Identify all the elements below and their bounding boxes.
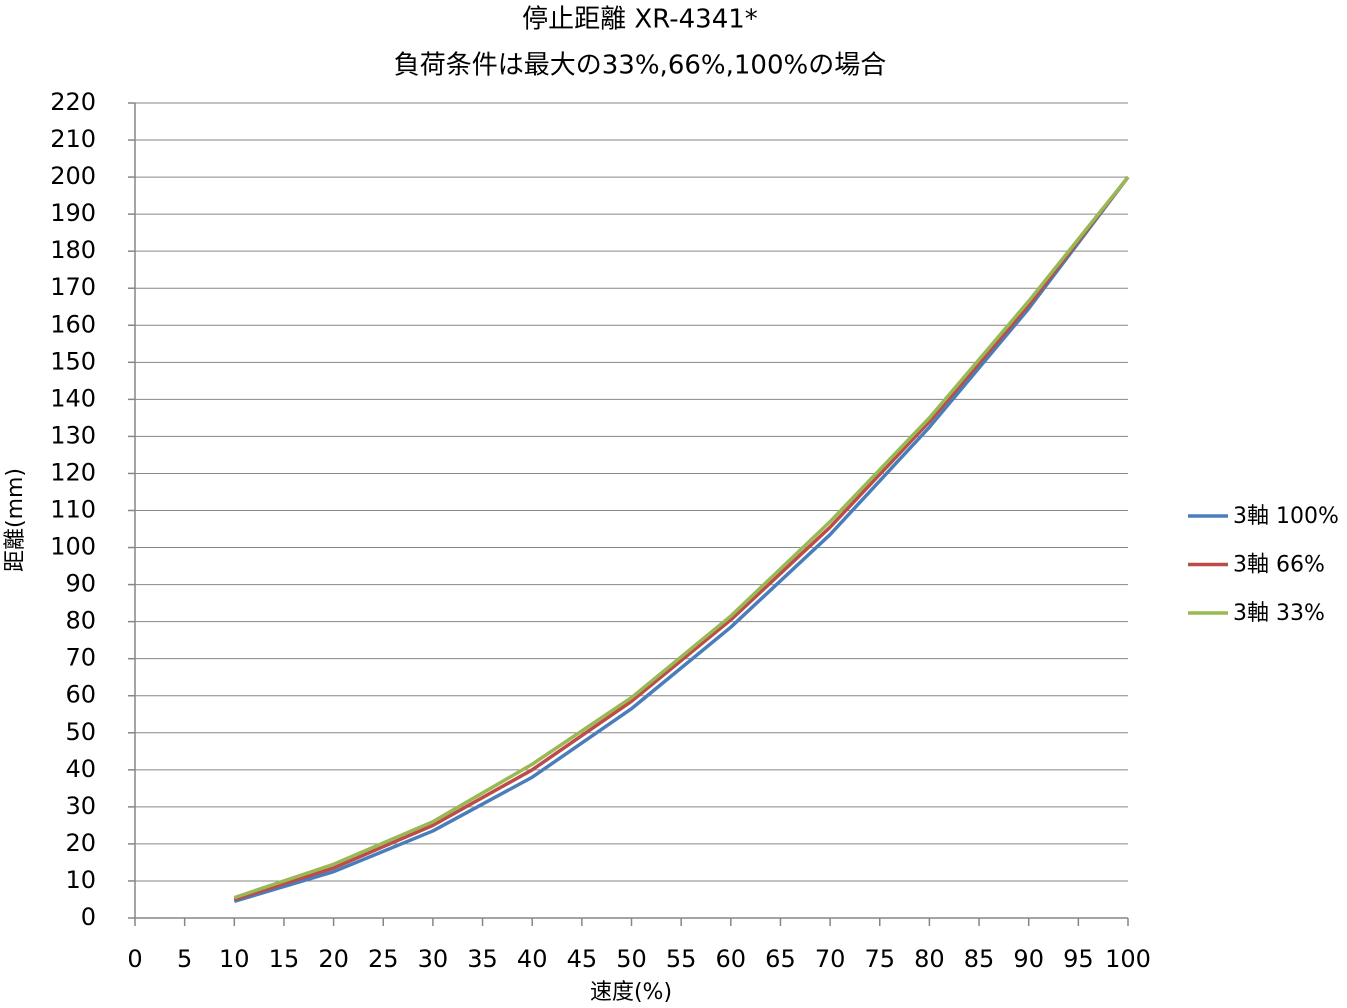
x-tick-label: 90 [1013,945,1044,973]
series-line [233,175,1130,900]
x-tick-label: 40 [517,945,548,973]
legend-label: 3軸 33% [1233,601,1325,626]
x-tick-label: 50 [616,945,647,973]
x-tick-label: 15 [269,945,300,973]
x-tick-label: 25 [368,945,399,973]
x-tick-label: 80 [914,945,945,973]
chart-title: 停止距離 XR-4341* [522,5,758,35]
legend-label: 3軸 66% [1233,553,1325,578]
y-tick-label: 0 [81,903,96,931]
y-tick-label: 130 [50,421,96,449]
x-tick-label: 75 [864,945,895,973]
series-line [233,176,1130,904]
y-tick-label: 140 [50,384,96,412]
legend-label: 3軸 100% [1233,504,1339,529]
x-tick-label: 45 [567,945,598,973]
x-tick-label: 30 [418,945,449,973]
x-tick-label: 35 [467,945,498,973]
y-tick-label: 190 [50,199,96,227]
y-tick-label: 160 [50,310,96,338]
y-tick-label: 220 [50,88,96,116]
x-tick-label: 95 [1063,945,1094,973]
y-tick-label: 80 [65,607,96,635]
x-tick-label: 10 [219,945,250,973]
x-tick-label: 55 [666,945,697,973]
y-tick-label: 100 [50,533,96,561]
x-tick-label: 5 [177,945,192,973]
x-tick-label: 65 [765,945,796,973]
y-tick-label: 110 [50,496,96,524]
y-tick-label: 10 [65,866,96,894]
y-tick-label: 210 [50,125,96,153]
x-tick-label: 100 [1105,945,1151,973]
x-tick-label: 60 [716,945,747,973]
chart-subtitle: 負荷条件は最大の33%,66%,100%の場合 [394,51,886,81]
y-axis-label: 距離(mm) [3,468,28,572]
y-tick-label: 180 [50,236,96,264]
y-tick-label: 150 [50,347,96,375]
y-tick-label: 70 [65,644,96,672]
y-tick-label: 50 [65,718,96,746]
y-tick-label: 30 [65,792,96,820]
series-line [233,176,1130,902]
x-tick-label: 0 [127,945,142,973]
y-tick-label: 120 [50,458,96,486]
x-axis-label: 速度(%) [590,980,672,1005]
y-tick-label: 20 [65,829,96,857]
y-tick-label: 90 [65,570,96,598]
y-tick-label: 40 [65,755,96,783]
y-tick-label: 170 [50,273,96,301]
x-tick-label: 20 [318,945,349,973]
y-tick-label: 60 [65,681,96,709]
x-tick-label: 85 [964,945,995,973]
y-tick-label: 200 [50,162,96,190]
x-tick-label: 70 [815,945,846,973]
